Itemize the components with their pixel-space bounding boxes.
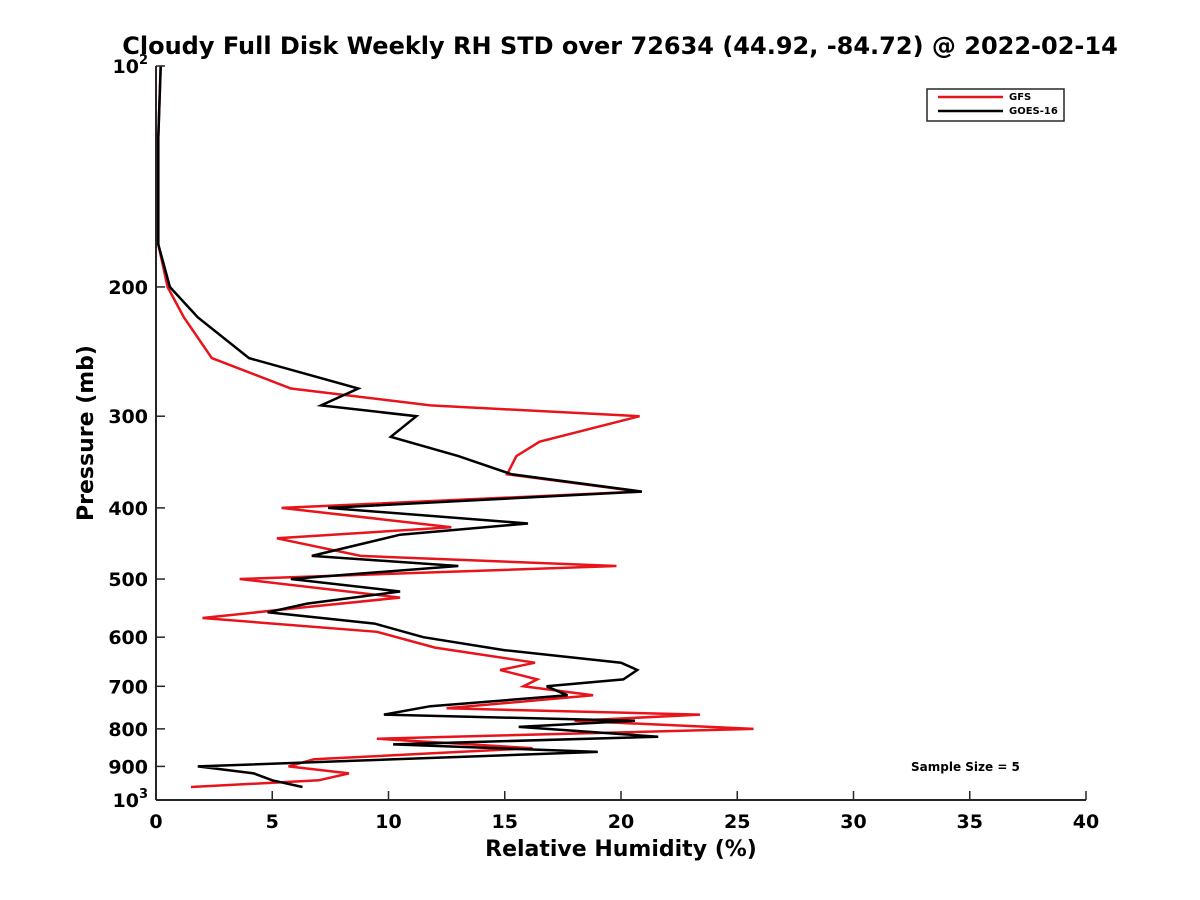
plot-area [156, 66, 1086, 800]
x-tick-label: 30 [840, 811, 866, 833]
y-tick-label: 700 [108, 676, 148, 698]
x-axis-label: Relative Humidity (%) [485, 837, 757, 862]
series-layer [157, 65, 754, 789]
y-tick-label: 102 [113, 53, 149, 78]
y-tick-label: 300 [108, 406, 148, 428]
y-tick-label: 500 [108, 569, 148, 591]
y-tick-label: 600 [108, 627, 148, 649]
y-tick-label: 200 [108, 277, 148, 299]
x-tick-label: 25 [724, 811, 750, 833]
legend: GFS GOES-16 [926, 88, 1065, 122]
x-tick-label: 40 [1073, 811, 1099, 833]
legend-label-gfs: GFS [1009, 92, 1031, 103]
series-line-gfs [157, 65, 754, 789]
x-tick-label: 5 [266, 811, 279, 833]
sample-size-note: Sample Size = 5 [911, 760, 1020, 774]
y-tick-label: 103 [113, 787, 149, 812]
x-tick-label: 15 [492, 811, 518, 833]
x-tick-label: 10 [375, 811, 401, 833]
x-tick-label: 0 [149, 811, 162, 833]
y-tick-label: 900 [108, 756, 148, 778]
series-line-goes-16 [157, 65, 659, 789]
y-tick-label: 400 [108, 498, 148, 520]
legend-box [926, 88, 1065, 122]
x-ticks: 0 5 10 15 20 25 30 35 40 [149, 791, 1099, 833]
y-axis-label: Pressure (mb) [74, 345, 99, 521]
x-tick-label: 35 [957, 811, 983, 833]
chart-title: Cloudy Full Disk Weekly RH STD over 7263… [122, 32, 1118, 60]
x-tick-label: 20 [608, 811, 634, 833]
y-tick-label: 800 [108, 719, 148, 741]
y-ticks: 102 200 300 400 500 600 700 800 900 103 [108, 53, 165, 812]
legend-label-goes-16: GOES-16 [1009, 106, 1058, 117]
